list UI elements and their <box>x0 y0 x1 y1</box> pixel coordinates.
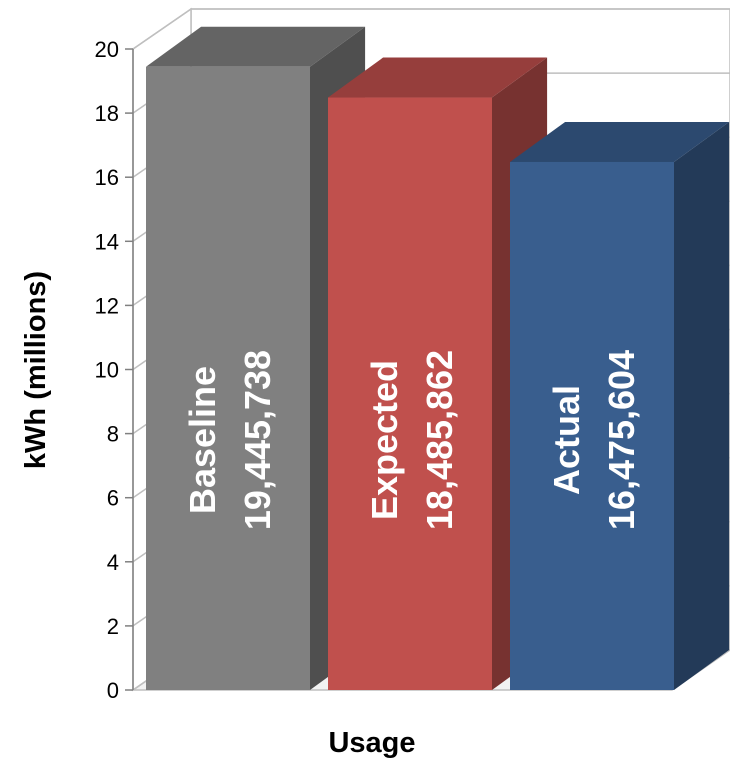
y-tick-labels: 0 2 4 6 8 10 12 14 16 18 20 <box>95 37 119 703</box>
bar-front-face <box>510 161 674 690</box>
bar-side-face <box>674 121 730 690</box>
bar-top-face <box>146 26 366 67</box>
x-axis-title: Usage <box>328 727 415 759</box>
y-tick-label: 20 <box>95 37 119 62</box>
y-tick-label: 2 <box>107 614 119 639</box>
bar-category-label: Baseline <box>182 366 223 514</box>
y-tick-label: 14 <box>95 229 119 254</box>
bar-category-label: Actual <box>546 385 587 495</box>
bar-value-label: 18,485,862 <box>419 350 460 530</box>
y-tick-label: 18 <box>95 101 119 126</box>
bar-front-face <box>146 66 310 690</box>
bar-actual: Actual 16,475,604 <box>510 121 730 690</box>
bar-top-face <box>328 57 548 98</box>
gridline <box>132 8 730 50</box>
bar-front-face <box>328 97 492 690</box>
y-tick-label: 10 <box>95 358 119 383</box>
y-axis <box>125 48 134 691</box>
y-tick-label: 0 <box>107 678 119 703</box>
y-tick-label: 16 <box>95 165 119 190</box>
y-tick-label: 4 <box>107 550 119 575</box>
bar-value-label: 16,475,604 <box>601 350 642 530</box>
bar-category-label: Expected <box>364 360 405 520</box>
y-tick-label: 8 <box>107 422 119 447</box>
bars: Baseline 19,445,738 Expected 18,485,862 Actu… <box>146 26 730 690</box>
bar-value-label: 19,445,738 <box>237 350 278 530</box>
y-tick-label: 6 <box>107 486 119 511</box>
y-axis-title: kWh (millions) <box>20 271 52 469</box>
y-tick-label: 12 <box>95 293 119 318</box>
bar-top-face <box>510 121 730 162</box>
